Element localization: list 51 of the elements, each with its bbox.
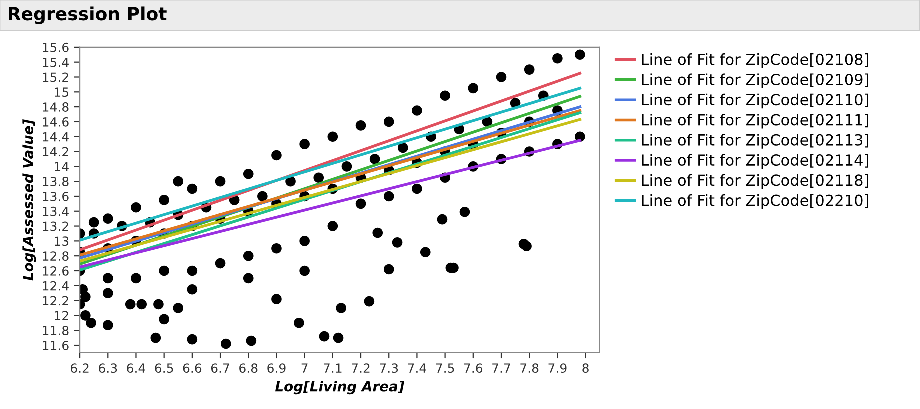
legend-label: Line of Fit for ZipCode[02111] [642,114,868,129]
y-tick-label: 12.6 [43,266,69,276]
y-tick-label: 14.4 [43,132,69,142]
y-tick-label: 15.2 [43,72,68,82]
x-tick-label: 7.6 [464,364,483,374]
x-tick-label: 7.4 [408,364,426,373]
legend-label: Line of Fit for ZipCode[02109] [642,74,868,88]
y-tick-label: 14.8 [43,102,69,112]
legend-label: Line of Fit for ZipCode[02113] [642,134,868,149]
y-tick-label: 14 [55,162,69,172]
y-tick-label: 11.6 [43,340,69,350]
x-tick-label: 6.8 [240,364,258,374]
y-axis-title: Log[Assessed Value] [22,120,36,281]
y-tick-label: 12.4 [43,281,69,291]
legend-label: Line of Fit for ZipCode[02210] [642,194,868,210]
y-tick-label: 13.8 [43,177,69,187]
y-tick-label: 12 [55,311,68,320]
legend-label: Line of Fit for ZipCode[02110] [642,94,868,109]
y-tick-label: 11.8 [43,326,69,336]
legend-label: Line of Fit for ZipCode[02108] [642,54,868,68]
x-tick-label: 6.6 [183,364,202,374]
x-tick-label: 6.5 [155,364,174,374]
y-tick-label: 14.2 [43,147,68,157]
y-tick-label: 13 [55,236,69,246]
x-tick-label: 6.7 [211,364,230,374]
x-tick-label: 6.2 [70,364,89,374]
y-tick-label: 12.2 [43,296,68,306]
y-tick-label: 13.2 [43,222,68,232]
legend-label: Line of Fit for ZipCode[02114] [642,154,868,170]
x-tick-label: 7.5 [436,364,454,374]
x-tick-label: 7.2 [352,364,370,373]
y-tick-label: 15.4 [43,58,69,68]
y-tick-label: 15 [55,88,69,98]
y-tick-label: 12.8 [43,252,69,262]
x-axis-title: Log[Living Area] [275,381,405,395]
chart-title: Regression Plot [9,6,167,24]
y-tick-label: 13.6 [43,192,69,202]
y-tick-label: 14.6 [43,117,69,127]
x-tick-label: 6.3 [99,364,118,374]
y-tick-label: 15.6 [43,42,69,52]
x-tick-label: 7.7 [492,364,510,373]
x-tick-label: 6.9 [268,364,286,374]
y-tick-label: 13.4 [43,206,69,216]
x-tick-label: 7.1 [324,364,342,373]
x-tick-label: 7 [302,364,308,373]
x-tick-label: 8 [582,364,589,374]
x-tick-label: 6.4 [127,364,146,374]
x-tick-label: 7.8 [520,364,539,374]
legend-label: Line of Fit for ZipCode[02118] [642,174,868,190]
x-tick-label: 7.9 [548,364,567,374]
x-tick-label: 7.3 [380,364,398,374]
